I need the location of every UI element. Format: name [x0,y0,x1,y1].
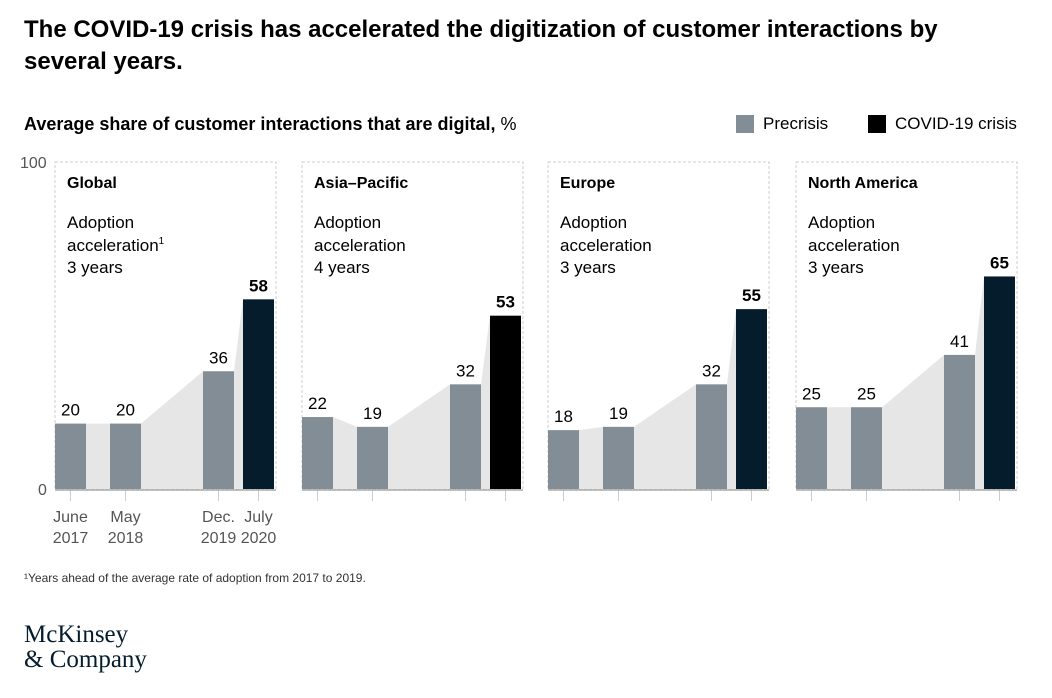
bar-precrisis [944,354,975,489]
x-tick-label: June [53,509,88,526]
data-label: 25 [802,384,821,403]
panel-note: Adoption [808,213,875,232]
panel-title: Asia–Pacific [314,175,408,192]
bar-crisis [984,276,1015,489]
panel-note: acceleration [314,236,406,255]
data-label: 20 [116,401,135,420]
data-label: 36 [209,348,228,367]
bar-precrisis [851,407,882,489]
bar-crisis [243,299,274,489]
bar-crisis [736,309,767,489]
panel-frame [54,161,277,490]
y-tick-label: 0 [38,482,47,499]
x-tick-label: 2017 [53,530,89,547]
panel-note: 3 years [67,258,123,277]
panel-frame [795,161,1018,490]
panel-note: 4 years [314,258,370,277]
legend-covid: COVID-19 crisis [868,114,1017,134]
x-tick-label: 2020 [241,530,277,547]
panel-note: Adoption [314,213,381,232]
panel-note: 3 years [560,258,616,277]
bar-precrisis [203,371,234,489]
trend-area [796,276,1015,489]
bar-precrisis [696,384,727,489]
data-label: 22 [308,394,327,413]
data-label: 19 [609,404,628,423]
data-label: 18 [554,407,573,426]
bar-precrisis [302,417,333,489]
panel-note: Adoption [67,213,134,232]
chart: 100 0 20 June 2017 20 May 2018 36 Dec. 2019 58 July 2… [20,155,1018,547]
panel-frame [301,161,524,490]
data-label: 58 [249,276,268,295]
panel-note: acceleration1 [67,236,165,255]
panel-frame [547,161,770,490]
x-tick-label: May [110,509,140,526]
legend-precrisis: Precrisis [736,114,828,134]
chart-title: Average share of customer interactions t… [24,114,491,134]
data-label: 32 [702,361,721,380]
bar-precrisis [603,426,634,489]
mckinsey-logo: McKinsey & Company [24,621,147,673]
bar-precrisis [548,430,579,489]
data-label: 32 [456,361,475,380]
panel-note: acceleration [560,236,652,255]
trend-area [548,309,767,489]
bar-precrisis [450,384,481,489]
data-label: 65 [990,253,1009,272]
bar-precrisis [357,426,388,489]
trend-area [55,299,274,489]
trend-area [302,315,521,489]
bar-precrisis [55,423,86,489]
legend-swatch [736,115,754,133]
x-tick-label: July [244,509,272,526]
x-tick-label: Dec. [202,509,235,526]
data-label: 41 [950,332,969,351]
chart-subtitle: Average share of customer interactions t… [24,114,517,134]
data-label: 19 [363,404,382,423]
bar-crisis [490,315,521,489]
panel-title: Global [67,175,117,192]
bar-precrisis [796,407,827,489]
panel-title: North America [808,175,918,192]
data-label: 20 [61,401,80,420]
bar-precrisis [110,423,141,489]
panel-note: Adoption [560,213,627,232]
legend-swatch [868,115,886,133]
data-label: 55 [742,286,761,305]
data-label: 53 [496,293,515,312]
panel-note: acceleration [808,236,900,255]
y-tick-label: 100 [20,155,47,172]
footnote: ¹Years ahead of the average rate of adop… [24,571,366,585]
x-tick-label: 2019 [201,530,237,547]
unit-label: % [500,114,517,134]
page-title: The COVID-19 crisis has accelerated the … [24,16,938,75]
panel-note: 3 years [808,258,864,277]
data-label: 25 [857,384,876,403]
panel-title: Europe [560,175,615,192]
x-tick-label: 2018 [108,530,144,547]
